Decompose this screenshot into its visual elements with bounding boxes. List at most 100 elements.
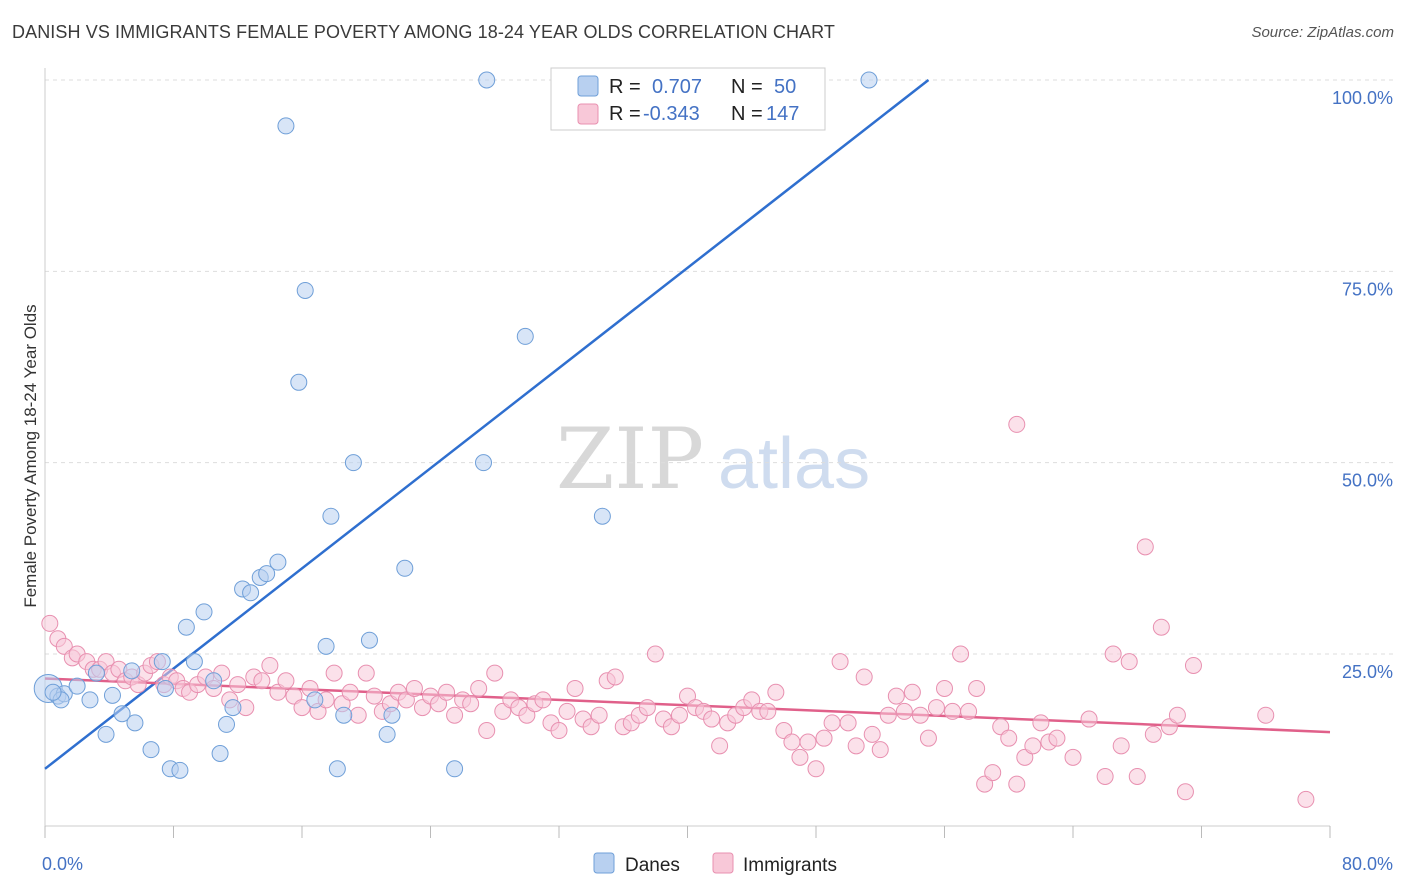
immigrants-point <box>887 687 905 705</box>
immigrants-point <box>261 656 279 674</box>
danes-point <box>446 760 464 778</box>
immigrants-point <box>670 706 688 724</box>
immigrants-point <box>895 702 913 720</box>
immigrants-point <box>606 668 624 686</box>
immigrants-point <box>1008 415 1026 433</box>
immigrants-point <box>879 706 897 724</box>
danes-point <box>205 672 223 690</box>
immigrants-point <box>341 683 359 701</box>
immigrants-point <box>759 702 777 720</box>
danes-point <box>153 653 171 671</box>
danes-point <box>378 725 396 743</box>
immigrants-point <box>438 683 456 701</box>
immigrants-point <box>711 737 729 755</box>
legend-danes-r-label: R = <box>609 76 641 98</box>
immigrants-point <box>41 614 59 632</box>
immigrants-point <box>1152 618 1170 636</box>
immigrants-point <box>1064 748 1082 766</box>
watermark: ZIP atlas <box>556 410 870 508</box>
immigrants-point <box>1112 737 1130 755</box>
immigrants-point <box>767 683 785 701</box>
danes-point <box>224 699 242 717</box>
bottom-legend-danes-label: Danes <box>625 855 680 876</box>
immigrants-point <box>446 706 464 724</box>
legend-immigrants-r-value: -0.343 <box>643 103 700 125</box>
immigrants-point <box>405 679 423 697</box>
immigrants-point <box>903 683 921 701</box>
y-tick-label: 75.0% <box>1342 279 1393 299</box>
y-tick-labels: 25.0% 50.0% 75.0% 100.0% <box>1332 88 1393 682</box>
immigrants-point <box>936 679 953 697</box>
danes-point <box>87 664 105 682</box>
danes-point <box>258 565 276 583</box>
immigrants-point <box>1136 538 1154 556</box>
danes-point <box>123 662 141 680</box>
immigrants-point <box>566 679 584 697</box>
danes-point <box>44 683 62 701</box>
immigrants-point <box>911 706 929 724</box>
legend-immigrants-r-label: R = <box>609 103 641 125</box>
danes-point <box>296 281 314 299</box>
legend-immigrants-n-label: N = <box>731 103 763 125</box>
danes-point <box>593 507 611 525</box>
immigrants-point <box>1297 790 1315 808</box>
immigrants-point <box>871 741 889 759</box>
bottom-legend-immigrants-label: Immigrants <box>743 855 837 876</box>
immigrants-point <box>968 679 986 697</box>
danes-point <box>97 725 115 743</box>
immigrants-point <box>919 729 937 747</box>
danes-point <box>317 637 335 655</box>
immigrants-point <box>847 737 865 755</box>
watermark-atlas: atlas <box>718 424 870 504</box>
danes-point <box>360 631 378 649</box>
danes-point <box>383 706 401 724</box>
immigrants-point <box>807 760 825 778</box>
danes-point <box>81 691 99 709</box>
danes-point <box>335 706 353 724</box>
grid-lines <box>45 79 1395 655</box>
danes-point <box>103 686 121 704</box>
immigrants-point <box>815 729 833 747</box>
immigrants-point <box>984 764 1002 782</box>
immigrants-point <box>927 699 945 717</box>
immigrants-point <box>470 679 488 697</box>
danes-point <box>195 603 213 621</box>
immigrants-point <box>831 653 849 671</box>
danes-point <box>306 691 324 709</box>
immigrants-point <box>944 702 962 720</box>
legend-danes-swatch <box>577 75 599 97</box>
immigrants-point <box>783 733 801 751</box>
danes-point <box>242 584 260 602</box>
danes-point <box>396 559 414 577</box>
immigrants-point <box>799 733 817 751</box>
danes-point <box>177 618 195 636</box>
immigrants-point <box>534 691 552 709</box>
immigrants-point <box>1144 725 1162 743</box>
danes-point <box>290 373 308 391</box>
danes-point <box>344 454 362 472</box>
immigrants-point <box>791 748 809 766</box>
immigrants-point <box>253 672 271 690</box>
immigrants-point <box>1048 729 1066 747</box>
danes-point <box>113 705 131 723</box>
legend-danes-n-value: 50 <box>774 76 796 98</box>
danes-point <box>185 653 203 671</box>
immigrants-point <box>357 664 375 682</box>
bottom-legend-immigrants-swatch <box>712 852 734 874</box>
legend-immigrants-swatch <box>577 103 599 125</box>
source-label: Source: ZipAtlas.com <box>1251 24 1394 41</box>
immigrants-point <box>863 725 881 743</box>
danes-point <box>478 71 496 89</box>
bottom-legend-danes-swatch <box>593 852 615 874</box>
immigrants-point <box>1128 767 1146 785</box>
immigrants-point <box>293 699 311 717</box>
immigrants-point <box>1176 783 1194 801</box>
y-tick-label: 100.0% <box>1332 88 1393 108</box>
watermark-zip: ZIP <box>556 410 704 508</box>
danes-point <box>156 679 174 697</box>
immigrants-point <box>823 714 841 732</box>
immigrants-point <box>1257 706 1275 724</box>
x-tick-label-min: 0.0% <box>42 854 83 874</box>
danes-point <box>860 71 878 89</box>
danes-point <box>211 744 229 762</box>
